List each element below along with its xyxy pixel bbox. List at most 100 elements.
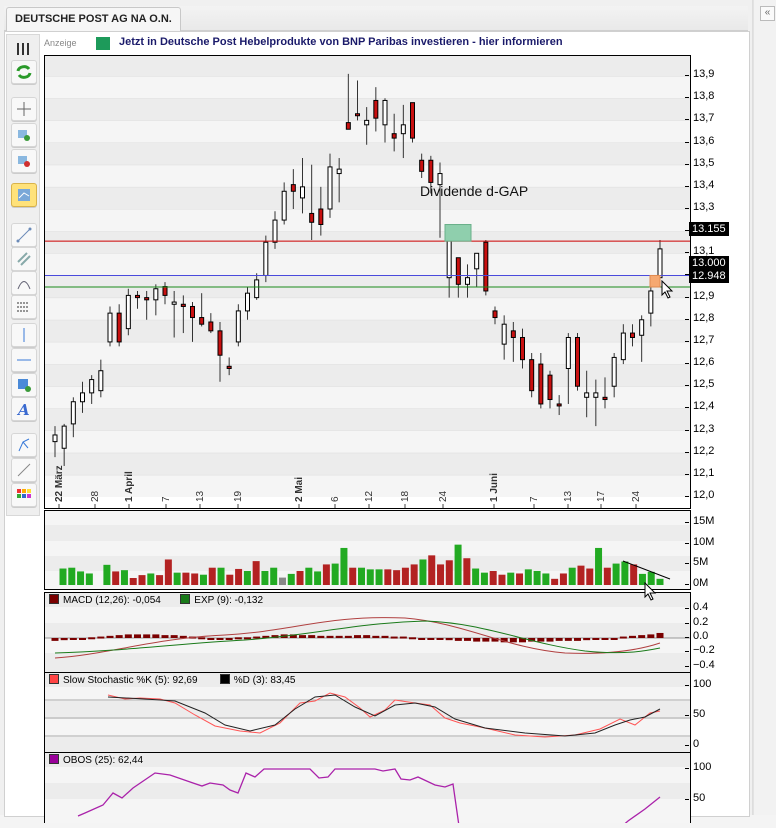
stoch-k-swatch (49, 674, 59, 684)
support-price-tag: 12.948 (689, 269, 729, 283)
channel-icon (17, 252, 31, 266)
volume-plot[interactable] (45, 511, 690, 589)
x-axis-date-label: 6 (330, 496, 341, 502)
stoch-d-swatch (219, 674, 230, 684)
price-tick-label: 13,4 (693, 178, 715, 191)
price-tick (685, 340, 689, 342)
stochastic-tick (685, 685, 689, 686)
price-tick-label: 13,8 (693, 90, 715, 103)
zoom-in-icon (18, 130, 30, 141)
macd-tick (685, 622, 689, 624)
pitchfork-button[interactable] (11, 433, 37, 457)
candlestick-plot[interactable] (45, 53, 690, 508)
arrow-line-button[interactable] (11, 458, 37, 482)
stoch-d-label: %D (3): 83,45 (233, 675, 296, 686)
level-price-tag: 13.000 (689, 256, 729, 270)
price-tick-label: 12,7 (693, 333, 715, 346)
price-tick (685, 252, 689, 254)
stochastic-plot[interactable] (45, 673, 690, 753)
grip-button[interactable] (11, 38, 35, 60)
macd-label: MACD (12,26): -0,054 (63, 595, 161, 606)
x-axis-date-label: 7 (161, 496, 172, 502)
macd-tick (685, 608, 689, 610)
price-tick-label: 13,3 (693, 201, 715, 213)
x-axis-date-label: 24 (438, 490, 449, 502)
price-tick (685, 230, 689, 232)
stochastic-tick-label: 50 (693, 708, 706, 720)
macd-tick-label: 0.0 (693, 630, 709, 642)
resistance-price-tag: 13.155 (689, 222, 729, 236)
drawing-toolbar: A (6, 34, 40, 516)
volume-chart[interactable] (44, 510, 691, 590)
x-axis-date-label: 1 Juni (489, 473, 500, 502)
x-axis-date-label: 2 Mai (294, 476, 305, 502)
chart-mode-button[interactable] (11, 183, 37, 207)
x-axis-date-label: 17 (596, 490, 607, 502)
price-tick (685, 429, 689, 431)
macd-swatch (49, 594, 59, 604)
volume-tick (685, 563, 689, 565)
macd-tick-label: −0.4 (693, 658, 715, 671)
exp-swatch (180, 594, 191, 604)
obos-tick (685, 799, 689, 800)
horizontal-line-button[interactable] (11, 348, 37, 372)
x-axis-date-label: 13 (563, 490, 574, 502)
macd-legend: MACD (12,26): -0,054 EXP (9): -0,132 (49, 594, 263, 606)
stochastic-chart[interactable]: Slow Stochastic %K (5): 92,69 %D (3): 83… (44, 672, 691, 754)
refresh-button[interactable] (11, 60, 37, 84)
obos-plot[interactable] (45, 753, 690, 828)
price-tick (685, 296, 689, 298)
macd-tick-label: 0.4 (693, 601, 709, 614)
rectangle-button[interactable] (11, 373, 37, 397)
zoom-out-button[interactable] (11, 149, 37, 173)
macd-plot[interactable] (45, 593, 690, 673)
obos-chart[interactable]: OBOS (25): 62,44 (44, 752, 691, 828)
horizontal-line-icon (17, 359, 31, 361)
stoch-k-label: Slow Stochastic %K (5): 92,69 (63, 675, 198, 686)
exp-label: EXP (9): -0,132 (194, 595, 264, 606)
fibonacci-button[interactable] (11, 295, 37, 319)
x-axis-date-label: 12 (364, 490, 375, 502)
x-axis-date-label: 19 (233, 490, 244, 502)
price-tick (685, 318, 689, 320)
x-axis-date-label: 7 (529, 496, 540, 502)
macd-chart[interactable]: MACD (12,26): -0,054 EXP (9): -0,132 (44, 592, 691, 674)
vertical-line-button[interactable] (11, 323, 37, 347)
color-palette-button[interactable] (11, 483, 37, 507)
volume-tick (685, 542, 689, 544)
price-tick (685, 274, 689, 276)
side-panel-strip (753, 0, 776, 815)
price-tick (685, 75, 689, 77)
collapse-panel-button[interactable]: « (760, 6, 775, 21)
tab-deutsche-post[interactable]: DEUTSCHE POST AG NA O.N. (6, 7, 181, 31)
crosshair-button[interactable] (11, 97, 37, 121)
volume-tick-label: 10M (693, 535, 715, 548)
bnp-logo-icon (96, 37, 110, 50)
tab-bar: DEUTSCHE POST AG NA O.N. (4, 6, 748, 31)
trendline-button[interactable] (11, 223, 37, 247)
zoom-in-button[interactable] (11, 123, 37, 147)
price-tick-label: 13,9 (693, 68, 715, 81)
text-button[interactable]: A (11, 397, 37, 421)
arc-button[interactable] (11, 271, 37, 295)
price-tick-label: 12,5 (693, 378, 715, 391)
price-tick-label: 12,6 (693, 356, 715, 369)
pitchfork-icon (18, 438, 30, 452)
stochastic-legend: Slow Stochastic %K (5): 92,69 %D (3): 83… (49, 674, 295, 686)
price-tick-label: 12,4 (693, 400, 715, 413)
price-tick (685, 119, 689, 121)
price-tick (685, 473, 689, 475)
price-tick-label: 12,0 (693, 489, 715, 501)
ad-link[interactable]: Jetzt in Deutsche Post Hebelprodukte von… (119, 36, 563, 48)
arc-icon (17, 281, 31, 290)
channel-button[interactable] (11, 247, 37, 271)
volume-tick-label: 5M (693, 556, 709, 569)
macd-tick-label: 0.2 (693, 615, 709, 628)
trendline-icon (16, 227, 32, 243)
price-chart[interactable]: Dividende d-GAP 22 März 28 1 April 7 13 19 2 M… (44, 53, 691, 509)
color-palette-icon (17, 489, 31, 498)
price-tick-label: 12,8 (693, 311, 715, 324)
obos-tick-label: 50 (693, 792, 706, 804)
refresh-icon (16, 65, 32, 79)
price-tick-label: 12,2 (693, 444, 715, 457)
